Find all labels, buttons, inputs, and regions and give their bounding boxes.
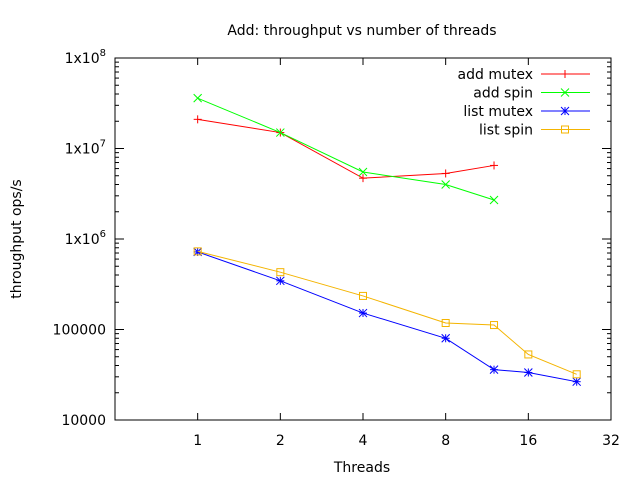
data-point-list-mutex — [275, 276, 285, 286]
data-point-add-spin — [193, 93, 203, 103]
data-point-list-mutex — [441, 333, 451, 343]
data-point-add-mutex — [193, 115, 202, 124]
y-tick-label-base: 1x10 — [65, 232, 100, 248]
legend-marker-add-mutex — [561, 70, 569, 78]
legend-label-list-mutex: list mutex — [463, 104, 533, 120]
legend-marker-add-spin — [560, 88, 570, 97]
x-tick-label: 4 — [359, 433, 368, 449]
legend-label-add-mutex: add mutex — [458, 67, 533, 83]
legend-label-add-spin: add spin — [473, 86, 533, 102]
x-tick-label: 32 — [602, 433, 620, 449]
legend-label-list-spin: list spin — [479, 123, 533, 139]
y-tick-label-exponent: 7 — [100, 139, 106, 150]
data-point-add-spin — [275, 128, 285, 137]
data-point-list-mutex — [358, 308, 368, 318]
y-tick-label: 1x107 — [65, 139, 106, 158]
data-point-list-mutex — [489, 365, 499, 375]
data-point-add-mutex — [359, 174, 367, 183]
y-tick-label: 1x106 — [65, 229, 106, 248]
chart-title: Add: throughput vs number of threads — [227, 23, 496, 39]
series-line-list-spin — [197, 250, 577, 375]
data-point-add-spin — [441, 180, 451, 189]
data-point-add-mutex — [490, 161, 499, 170]
legend-marker-list-spin — [561, 125, 569, 134]
y-tick-label: 100000 — [53, 323, 106, 339]
data-point-add-spin — [489, 195, 499, 205]
data-point-list-spin — [193, 247, 202, 256]
data-point-list-mutex — [523, 368, 533, 377]
x-tick-label: 8 — [441, 433, 450, 449]
y-tick-label-base: 1x10 — [65, 51, 100, 67]
y-tick-label-exponent: 8 — [100, 48, 106, 59]
data-point-list-spin — [524, 350, 533, 359]
y-tick-label-exponent: 6 — [100, 229, 106, 240]
data-point-list-spin — [441, 318, 450, 327]
series-line-list-mutex — [197, 251, 577, 383]
y-axis-label: throughput ops/s — [9, 179, 25, 298]
data-point-list-spin — [359, 291, 367, 300]
x-axis-label: Threads — [333, 460, 390, 476]
plot-frame — [114, 57, 612, 421]
x-tick-label: 16 — [519, 433, 537, 449]
x-tick-label: 2 — [276, 433, 285, 449]
data-point-list-spin — [572, 370, 581, 379]
data-point-list-mutex — [572, 377, 582, 387]
y-tick-label: 10000 — [61, 413, 106, 429]
y-tick-label-base: 1x10 — [65, 142, 100, 158]
y-tick-label: 1x108 — [65, 48, 106, 67]
data-point-list-spin — [490, 321, 499, 330]
series-line-add-spin — [197, 97, 495, 201]
data-point-add-spin — [358, 167, 368, 177]
data-point-add-mutex — [441, 169, 450, 178]
series-line-add-mutex — [197, 118, 495, 179]
legend-marker-list-mutex — [560, 106, 570, 116]
data-point-list-spin — [276, 268, 285, 277]
x-tick-label: 1 — [193, 433, 202, 449]
